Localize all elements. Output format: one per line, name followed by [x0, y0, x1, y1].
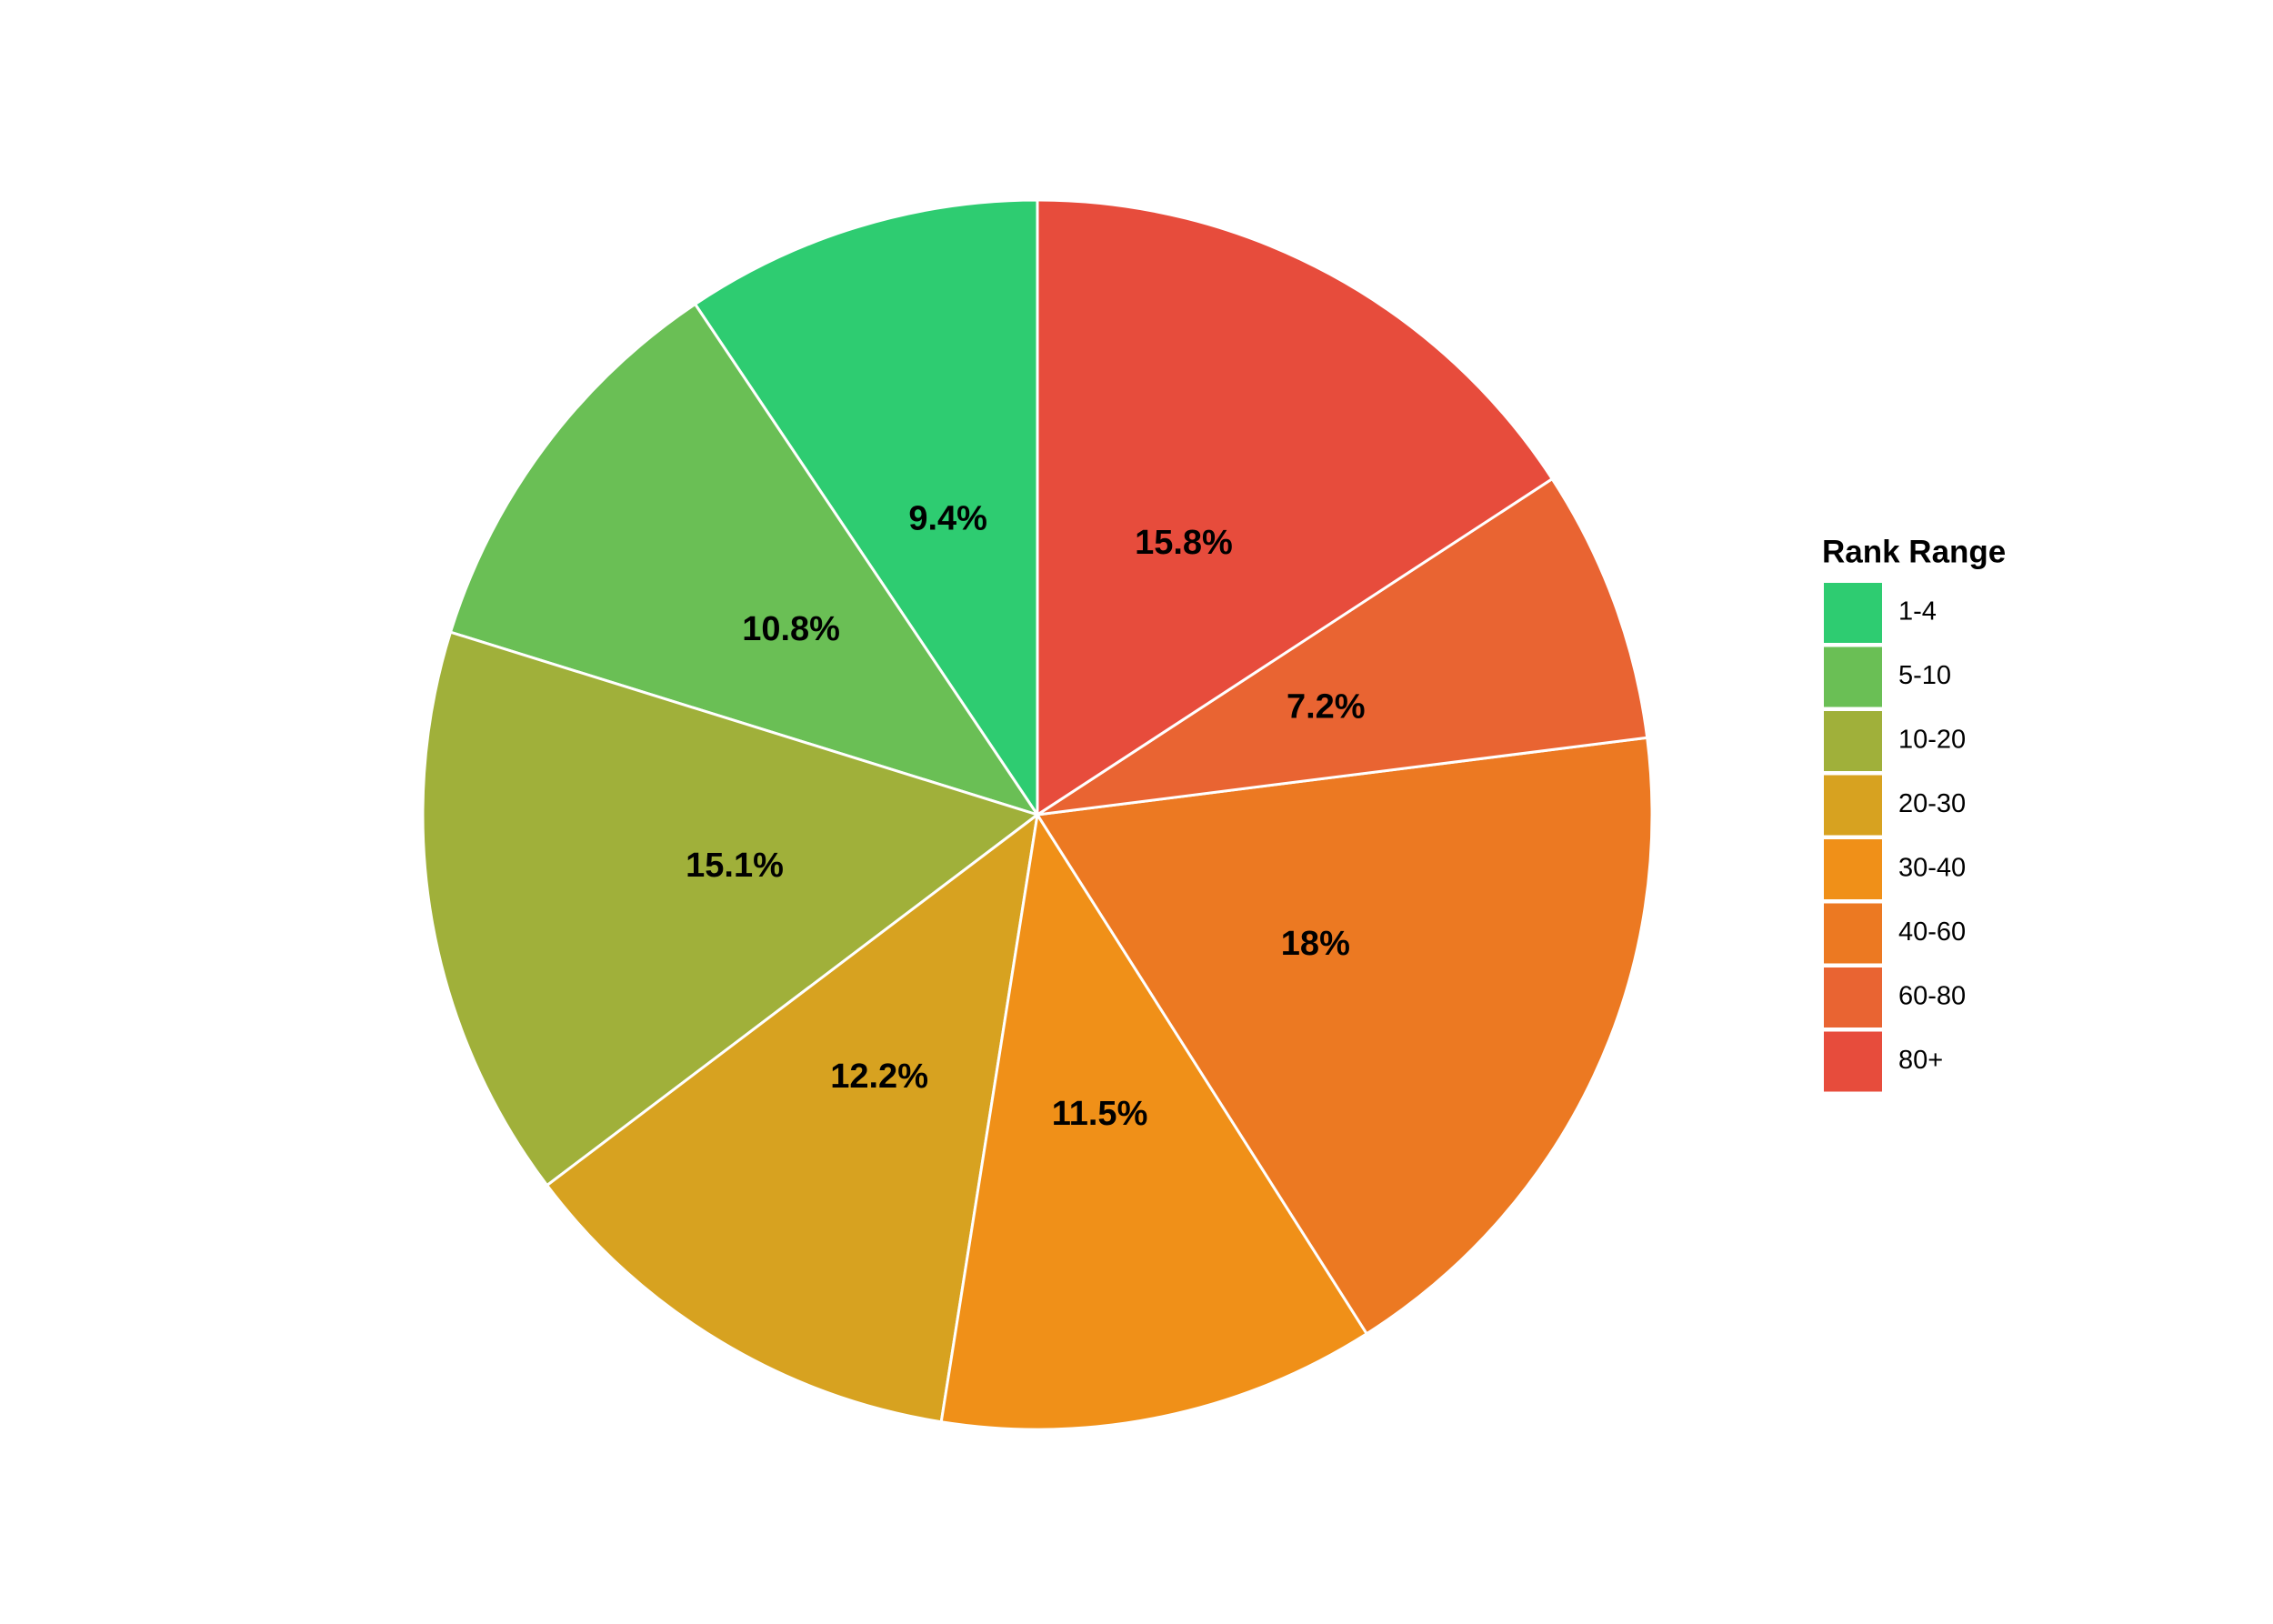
pie-slice — [1036, 476, 1649, 817]
value-label: 12.2% — [830, 1058, 928, 1096]
value-label: 15.8% — [1135, 524, 1233, 562]
pie-slice — [1036, 198, 1555, 817]
value-label: 7.2% — [1287, 688, 1366, 727]
legend-swatch — [1824, 647, 1882, 707]
legend-label: 60-80 — [1898, 982, 1966, 1011]
value-label: 10.8% — [742, 610, 840, 648]
value-label: 11.5% — [1052, 1095, 1148, 1133]
legend-label: 20-30 — [1898, 789, 1966, 818]
legend-swatch — [1824, 711, 1882, 771]
value-label: 15.1% — [686, 847, 784, 885]
legend-label: 10-20 — [1898, 726, 1966, 755]
value-label: 9.4% — [908, 500, 987, 538]
legend-label: 80+ — [1898, 1046, 1943, 1075]
pie-slice — [693, 198, 1039, 819]
legend-swatch — [1824, 1031, 1882, 1092]
legend-swatch — [1824, 839, 1882, 899]
legend-swatch — [1824, 775, 1882, 836]
pie-slice — [545, 811, 1040, 1424]
pie-slice — [1035, 736, 1654, 1336]
legend-label: 30-40 — [1898, 854, 1966, 883]
legend-label: 5-10 — [1898, 661, 1951, 690]
legend-label: 1-4 — [1898, 597, 1937, 627]
legend-swatch — [1824, 583, 1882, 643]
pie-slice — [421, 630, 1041, 1188]
legend-swatch — [1824, 967, 1882, 1028]
pie-slice — [939, 810, 1369, 1431]
legend-swatch — [1824, 903, 1882, 964]
legend-title: Rank Range — [1822, 534, 2006, 569]
pie-slice — [448, 302, 1041, 817]
legend-label: 40-60 — [1898, 917, 1966, 947]
value-label: 18% — [1281, 925, 1350, 963]
